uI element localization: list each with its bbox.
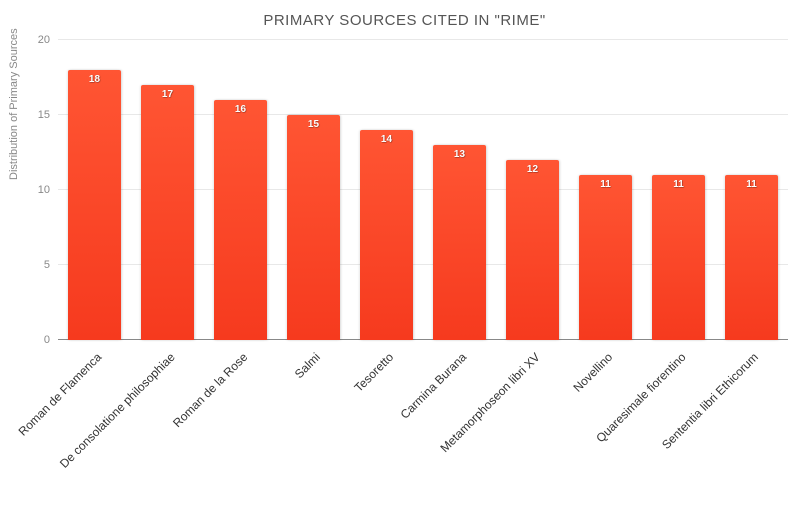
x-category-label: Novellino	[571, 350, 616, 395]
bar-slot: 18	[58, 40, 131, 340]
bar: 11	[652, 175, 705, 340]
bar: 12	[506, 160, 559, 340]
bars-group: 18 17 16 15 14	[58, 40, 788, 340]
x-category-label: Tesoretto	[352, 350, 397, 395]
bar: 17	[141, 85, 194, 340]
bar: 13	[433, 145, 486, 340]
bar: 11	[579, 175, 632, 340]
bar-slot: 13	[423, 40, 496, 340]
bar-slot: 17	[131, 40, 204, 340]
y-tick-label: 10	[38, 184, 50, 196]
bar-slot: 11	[715, 40, 788, 340]
y-tick-label: 0	[44, 334, 50, 346]
bar-value-label: 16	[235, 104, 246, 115]
y-tick-label: 5	[44, 259, 50, 271]
y-tick-label: 20	[38, 34, 50, 46]
bar-slot: 14	[350, 40, 423, 340]
bar-value-label: 11	[673, 179, 684, 190]
bar-value-label: 17	[162, 89, 173, 100]
bar-value-label: 18	[89, 74, 100, 85]
bar-slot: 11	[642, 40, 715, 340]
bar-value-label: 11	[746, 179, 757, 190]
bar: 16	[214, 100, 267, 340]
chart-container: PRIMARY SOURCES CITED IN "RIME" Distribu…	[0, 0, 809, 514]
plot-area: 20 15 10 5 0 18 17	[58, 40, 788, 340]
bar: 15	[287, 115, 340, 340]
x-labels-group: Roman de Flamenca De consolatione philos…	[58, 344, 788, 504]
y-tick-label: 15	[38, 109, 50, 121]
bar-value-label: 14	[381, 134, 392, 145]
bar: 18	[68, 70, 121, 340]
bar-value-label: 11	[600, 179, 611, 190]
bar-slot: 11	[569, 40, 642, 340]
bar-slot: 16	[204, 40, 277, 340]
x-category-label: Salmi	[292, 350, 323, 381]
bar-value-label: 15	[308, 119, 319, 130]
bar-slot: 12	[496, 40, 569, 340]
bar-slot: 15	[277, 40, 350, 340]
bar: 11	[725, 175, 778, 340]
bar: 14	[360, 130, 413, 340]
bar-value-label: 12	[527, 164, 538, 175]
chart-title: PRIMARY SOURCES CITED IN "RIME"	[0, 12, 809, 29]
y-axis-label: Distribution of Primary Sources	[8, 28, 20, 180]
bar-value-label: 13	[454, 149, 465, 160]
